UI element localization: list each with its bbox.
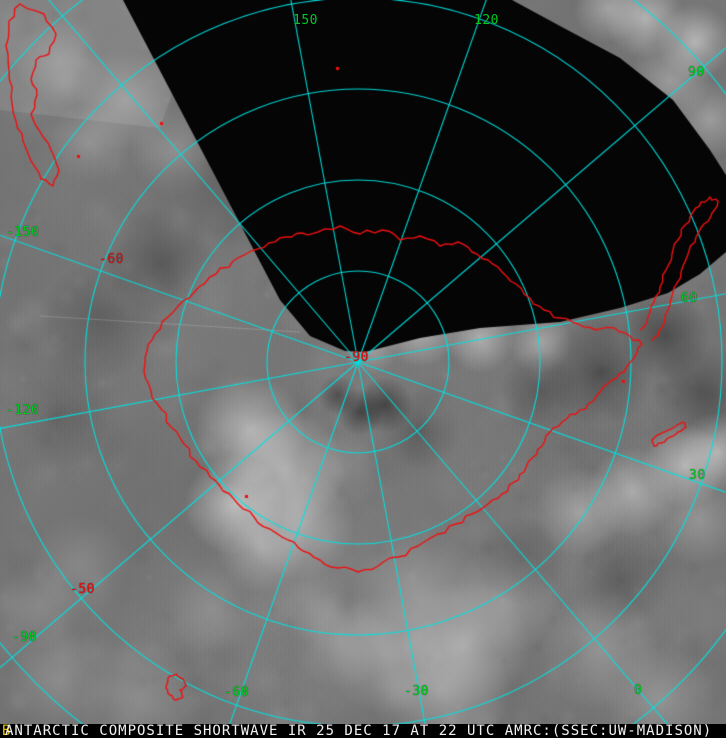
latitude-label: -90 <box>344 350 369 365</box>
longitude-label: 60 <box>681 291 698 306</box>
longitude-label: 30 <box>689 468 706 483</box>
caption-bar: B ANTARCTIC COMPOSITE SHORTWAVE IR 25 DE… <box>0 724 726 738</box>
longitude-label: -90 <box>12 630 37 645</box>
latitude-label: -60 <box>99 252 124 267</box>
longitude-label: 150 <box>293 13 318 28</box>
longitude-label: -120 <box>6 403 40 418</box>
longitude-label: -150 <box>6 225 40 240</box>
longitude-label: 90 <box>688 65 705 80</box>
caption-text: ANTARCTIC COMPOSITE SHORTWAVE IR 25 DEC … <box>5 723 713 738</box>
latitude-label: -50 <box>70 582 95 597</box>
longitude-label: 0 <box>634 683 643 698</box>
longitude-label: -60 <box>224 685 249 700</box>
station-marker-glyph: B <box>2 723 12 738</box>
longitude-label: -30 <box>404 684 429 699</box>
longitude-label: 120 <box>474 13 499 28</box>
